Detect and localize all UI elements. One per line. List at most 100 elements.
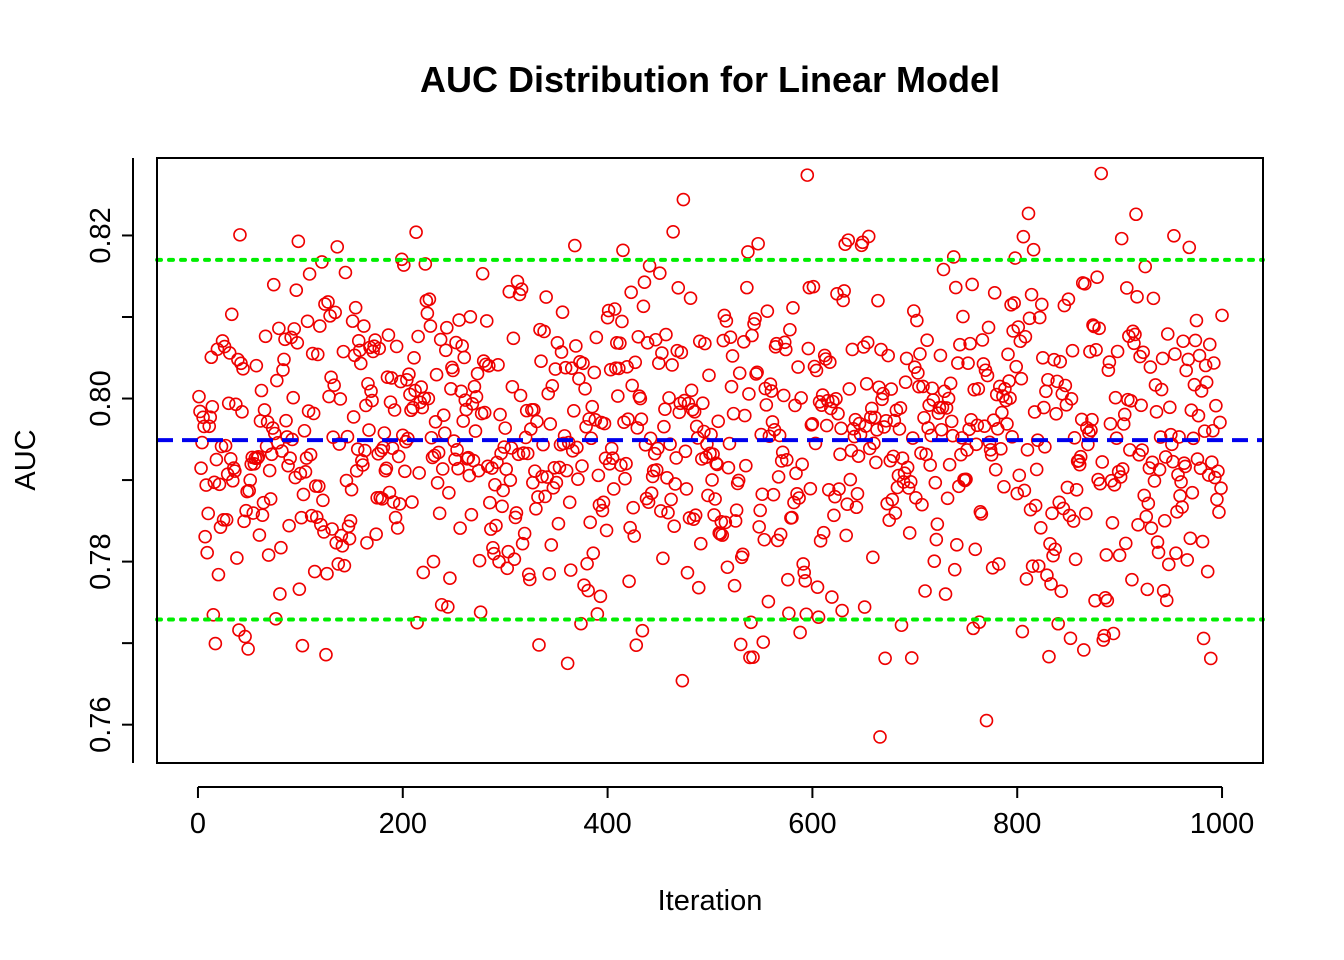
data-point — [913, 347, 927, 361]
data-point — [803, 481, 818, 496]
data-point — [539, 290, 553, 304]
data-point — [302, 267, 317, 281]
data-point — [1150, 535, 1165, 549]
data-point — [983, 443, 998, 457]
data-point — [1189, 313, 1204, 328]
data-point — [440, 320, 454, 335]
data-point — [1172, 430, 1186, 444]
data-point — [1010, 486, 1025, 501]
data-point — [521, 567, 536, 582]
data-point — [946, 250, 961, 264]
data-point — [928, 475, 943, 490]
data-point — [834, 421, 848, 436]
data-point — [381, 328, 396, 342]
data-point — [420, 306, 435, 321]
data-point — [300, 314, 315, 329]
data-point — [435, 462, 450, 476]
data-point — [1149, 405, 1164, 419]
data-point — [805, 416, 820, 431]
data-point — [1090, 270, 1104, 284]
data-point — [344, 482, 359, 497]
data-point — [724, 379, 739, 394]
data-point — [1028, 498, 1043, 513]
data-point — [1120, 281, 1134, 295]
x-axis-label: Iteration — [658, 885, 763, 917]
data-point — [867, 436, 881, 451]
data-point — [918, 584, 932, 598]
data-point — [568, 238, 582, 253]
data-point — [620, 360, 634, 374]
data-point — [1129, 207, 1143, 222]
data-point — [205, 399, 220, 414]
x-tick-label: 600 — [788, 808, 836, 840]
data-point — [1168, 347, 1182, 361]
data-point — [842, 382, 857, 396]
data-point — [852, 416, 867, 431]
data-point — [396, 258, 411, 272]
data-point — [1118, 536, 1133, 551]
data-point — [1017, 483, 1032, 498]
x-axis: 0 200 400 600 800 1000 — [190, 786, 1254, 840]
data-point — [431, 445, 446, 460]
data-point — [1154, 382, 1169, 397]
data-point — [467, 379, 482, 394]
data-point — [884, 382, 899, 396]
data-point — [738, 408, 752, 423]
data-point — [1003, 391, 1017, 406]
data-point — [611, 389, 625, 403]
data-point — [1159, 593, 1174, 608]
data-point — [1072, 457, 1087, 472]
data-point — [249, 358, 264, 373]
data-point — [654, 504, 668, 518]
data-point — [837, 284, 851, 298]
data-point — [651, 356, 666, 370]
data-point — [338, 265, 353, 280]
data-point — [231, 352, 245, 367]
data-point — [924, 428, 939, 443]
data-point — [953, 337, 967, 352]
data-point — [685, 402, 700, 417]
data-point — [251, 449, 266, 464]
data-point — [659, 327, 673, 342]
data-point — [513, 388, 528, 403]
data-point — [1107, 478, 1122, 492]
data-point — [286, 390, 301, 405]
data-point — [1078, 277, 1092, 291]
data-point — [393, 374, 408, 389]
data-point — [1005, 430, 1019, 444]
data-point — [192, 389, 206, 404]
data-point — [270, 373, 284, 388]
data-point — [665, 358, 679, 372]
data-point — [800, 168, 815, 182]
data-point — [400, 372, 414, 387]
data-point — [1178, 459, 1192, 474]
data-point — [1143, 360, 1158, 374]
data-point — [796, 557, 810, 571]
y-tick-label: 0.82 — [85, 207, 117, 263]
data-point — [605, 451, 620, 465]
data-point — [851, 449, 866, 463]
data-point — [597, 416, 612, 431]
data-point — [899, 351, 914, 366]
data-point — [377, 426, 392, 440]
data-point — [473, 605, 488, 619]
chart-title: AUC Distribution for Linear Model — [420, 59, 1000, 100]
data-point — [1106, 626, 1121, 641]
data-point — [959, 472, 973, 487]
data-point — [751, 236, 765, 251]
data-point — [500, 561, 515, 576]
data-point — [560, 656, 575, 671]
data-point — [551, 516, 566, 531]
data-point — [847, 429, 862, 444]
data-point — [612, 361, 626, 376]
data-point — [986, 413, 1001, 427]
data-point — [662, 391, 676, 405]
data-point — [849, 500, 864, 515]
data-point — [238, 629, 252, 644]
data-point — [194, 461, 208, 475]
data-point — [877, 420, 891, 434]
data-point — [727, 578, 742, 593]
data-point — [721, 460, 736, 475]
data-point — [469, 390, 484, 404]
data-point — [1192, 348, 1207, 363]
